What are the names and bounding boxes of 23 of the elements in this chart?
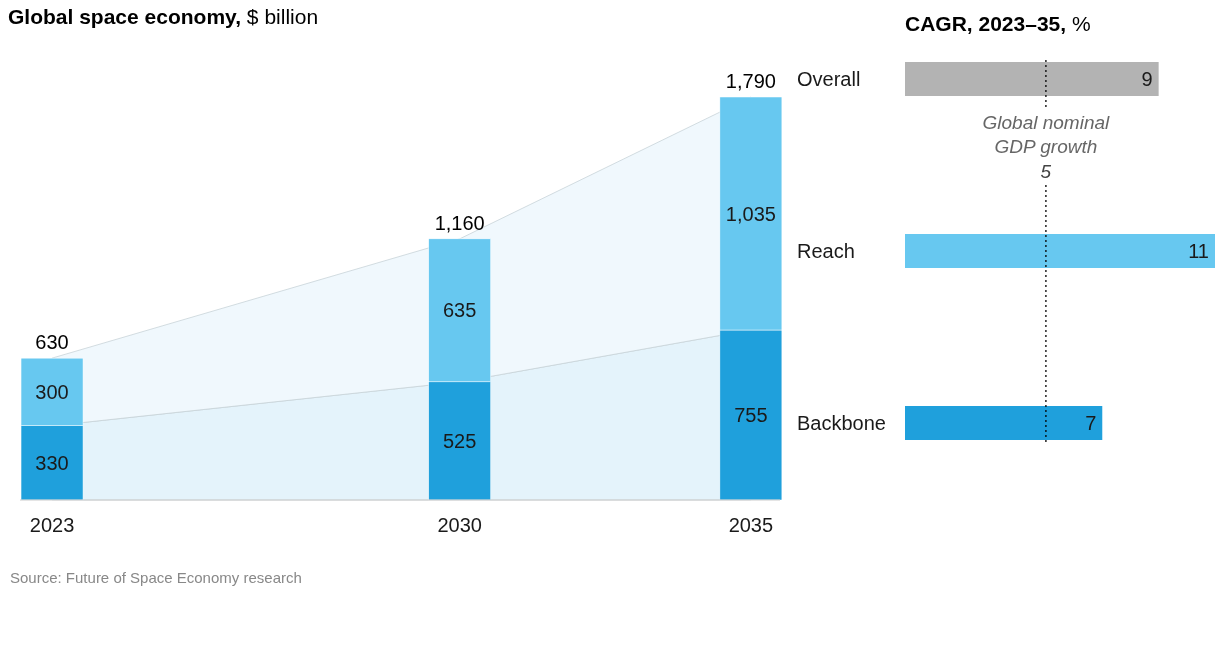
data-label: 525	[443, 429, 477, 452]
data-label: 1,035	[725, 202, 776, 225]
y-tick-label: Reach	[797, 240, 855, 262]
data-label: 7	[1085, 412, 1097, 434]
chart-title: CAGR, 2023–35, %	[905, 12, 1091, 35]
total-label: 630	[35, 331, 69, 354]
x-tick-label: 2023	[29, 514, 75, 536]
annotation: 5	[1040, 161, 1052, 182]
ref-line-label: Global nominal GDP growth	[982, 112, 1111, 157]
data-label: 755	[734, 404, 768, 427]
source-note: Source: Future of Space Economy research	[10, 569, 302, 586]
data-label: 11	[1188, 240, 1209, 262]
y-tick-label: Backbone	[797, 412, 886, 434]
data-label: 300	[35, 380, 69, 403]
chart-title: Global space economy, $ billion	[8, 5, 319, 28]
data-label: 9	[1141, 68, 1153, 90]
data-label: 330	[35, 451, 69, 474]
y-tick-label: Overall	[797, 68, 861, 90]
total-label: 1,160	[434, 211, 485, 234]
data-label: 635	[443, 299, 477, 322]
total-label: 1,790	[725, 70, 776, 92]
x-tick-label: 2030	[437, 514, 482, 536]
x-tick-label: 2035	[728, 514, 774, 536]
